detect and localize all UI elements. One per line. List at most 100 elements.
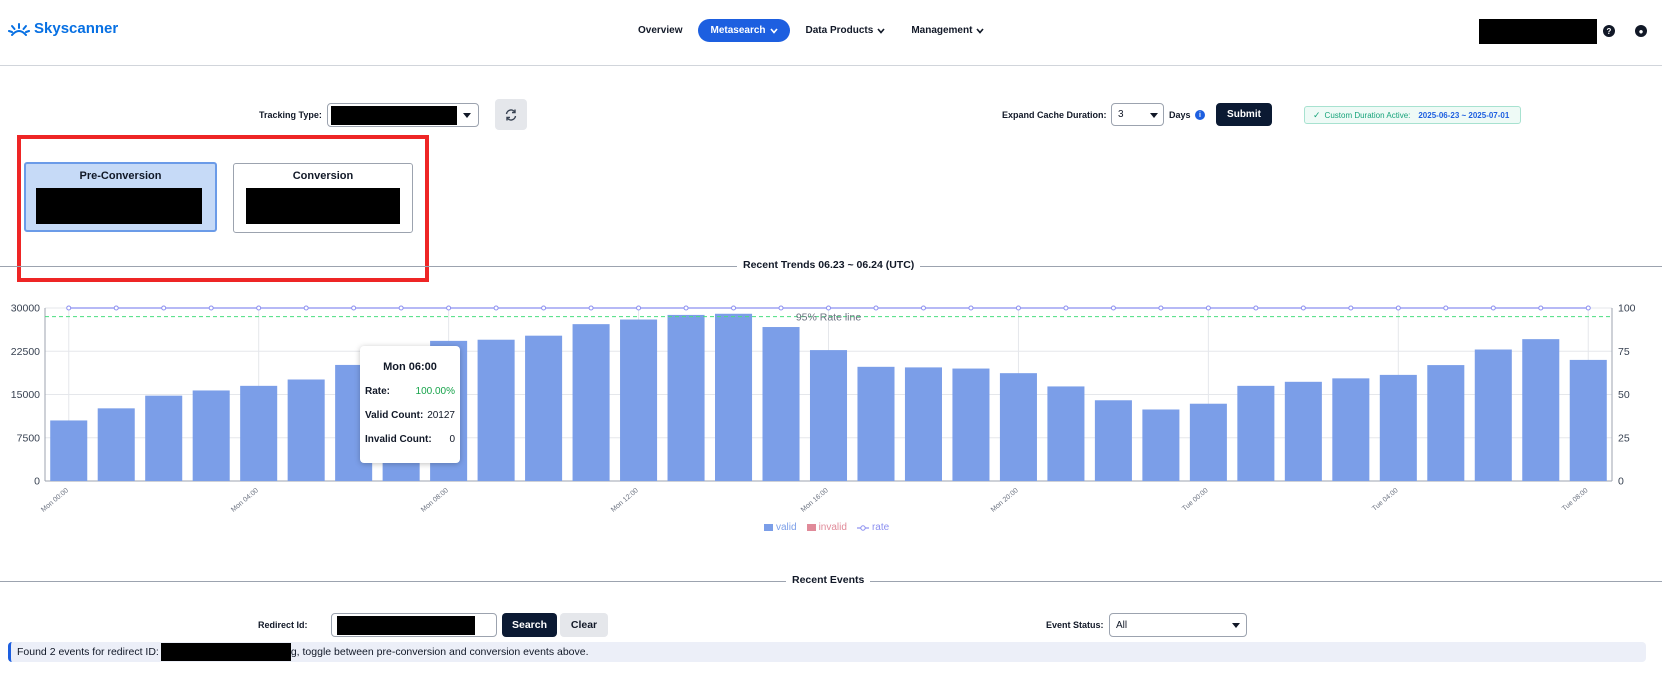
chevron-down-icon (769, 27, 778, 34)
expand-cache-label: Expand Cache Duration: (1002, 110, 1107, 120)
legend-rate-swatch (856, 524, 869, 531)
cache-duration-badge: ✓ Custom Duration Active: 2025-06-23 ~ 2… (1304, 106, 1521, 124)
check-icon: ✓ (1313, 109, 1321, 120)
y-right-tick-label: 100 (1618, 303, 1636, 315)
bar-valid (999, 373, 1037, 481)
legend-valid-label: valid (776, 522, 797, 533)
y-right-tick-label: 75 (1618, 346, 1630, 358)
pre-conversion-title: Pre-Conversion (79, 170, 162, 182)
rate-point (446, 305, 452, 311)
tooltip-rate-label: Rate: (365, 386, 391, 397)
bar-valid (477, 339, 515, 481)
bar-valid (572, 324, 610, 481)
nav-metasearch-label: Metasearch (710, 25, 766, 36)
rate-point (1538, 305, 1544, 311)
rate-point (113, 305, 119, 311)
x-tick-label: Mon 20:00 (990, 487, 1020, 514)
bar-valid (1332, 378, 1370, 481)
rate-point (1205, 305, 1211, 311)
y-left-tick-label: 22500 (11, 346, 40, 358)
rate-point (1158, 305, 1164, 311)
y-right-tick-label: 50 (1618, 389, 1630, 401)
bar-valid (1284, 381, 1322, 481)
tooltip-title: Mon 06:00 (383, 361, 437, 373)
redacted-account-name (1479, 19, 1597, 44)
nav-data-products[interactable]: Data Products (796, 19, 896, 42)
bar-valid (1569, 359, 1607, 481)
events-notice: Found 2 events for redirect ID: g, toggl… (8, 642, 1646, 662)
refresh-button[interactable] (495, 99, 527, 130)
trends-title: Recent Trends 06.23 ~ 06.24 (UTC) (737, 259, 921, 271)
cache-days-select[interactable]: 3 (1111, 103, 1164, 126)
bar-valid (904, 367, 942, 481)
y-left-tick-label: 0 (34, 476, 40, 488)
x-tick-label: Mon 16:00 (800, 487, 830, 514)
x-tick-label: Mon 04:00 (230, 487, 260, 514)
redirect-id-label: Redirect Id: (258, 620, 308, 630)
rate-point (1490, 305, 1496, 311)
clear-button[interactable]: Clear (560, 613, 608, 637)
rate-point (920, 305, 926, 311)
bar-valid (97, 408, 135, 481)
redacted-redirect-id (337, 616, 475, 635)
bar-valid (145, 395, 183, 481)
legend-invalid[interactable]: invalid (806, 522, 847, 533)
event-status-select[interactable]: All (1109, 613, 1247, 637)
help-icon[interactable]: ? (1603, 25, 1615, 37)
chart-tooltip: Mon 06:00 Rate: 100.00% Valid Count: 201… (360, 346, 460, 463)
bar-valid (240, 385, 278, 481)
legend-rate[interactable]: rate (856, 522, 889, 533)
nav-data-products-label: Data Products (805, 25, 874, 36)
nav-overview[interactable]: Overview (628, 19, 692, 42)
rate-point (1015, 305, 1021, 311)
rate-point (256, 305, 262, 311)
legend-invalid-label: invalid (818, 522, 847, 533)
nav-metasearch[interactable]: Metasearch (698, 19, 790, 42)
brand-name: Skyscanner (34, 20, 119, 37)
bar-valid (715, 313, 753, 481)
redacted-tracking-type (331, 106, 457, 125)
legend-valid-swatch (764, 524, 773, 531)
user-icon[interactable]: ● (1635, 25, 1647, 37)
bar-valid (1379, 374, 1417, 481)
top-navbar: Skyscanner Overview Metasearch Data Prod… (0, 0, 1662, 66)
conversion-card[interactable]: Conversion (233, 163, 413, 233)
brand-logo[interactable]: Skyscanner (8, 20, 118, 37)
x-tick-label: Mon 00:00 (40, 487, 70, 514)
bar-valid (1427, 365, 1465, 481)
legend-valid[interactable]: valid (764, 522, 797, 533)
legend-invalid-swatch (806, 524, 816, 531)
tooltip-rate-value: 100.00% (415, 386, 455, 397)
nav-management[interactable]: Management (901, 19, 994, 42)
redacted-notice-id (160, 643, 291, 661)
info-icon[interactable]: i (1195, 110, 1205, 120)
rate-point (968, 305, 974, 311)
tooltip-valid-label: Valid Count: (365, 410, 424, 421)
rate-point (161, 305, 167, 311)
event-status-value: All (1116, 620, 1128, 631)
bar-valid (192, 390, 230, 481)
reference-line-label: 95% Rate line (796, 312, 862, 324)
tracking-type-select[interactable] (327, 103, 479, 127)
rate-point (303, 305, 309, 311)
bar-valid (287, 379, 325, 481)
y-right-tick-label: 25 (1618, 432, 1630, 444)
x-tick-label: Mon 12:00 (610, 487, 640, 514)
rate-point (541, 305, 547, 311)
tooltip-invalid-row: Invalid Count: 0 (365, 434, 455, 445)
redirect-id-input[interactable] (331, 613, 497, 637)
nav-overview-label: Overview (638, 25, 683, 36)
rate-point (1300, 305, 1306, 311)
notice-prefix: Found 2 events for redirect ID: (17, 646, 159, 658)
pre-conversion-card[interactable]: Pre-Conversion (24, 162, 217, 232)
chevron-down-icon (976, 27, 985, 34)
y-right-tick-label: 0 (1618, 476, 1624, 488)
submit-button[interactable]: Submit (1216, 103, 1272, 126)
bar-valid (809, 350, 848, 481)
bar-valid (667, 314, 705, 481)
rate-point (731, 305, 737, 311)
rate-point (493, 305, 499, 311)
search-button[interactable]: Search (502, 613, 557, 637)
events-title: Recent Events (786, 574, 871, 586)
bar-valid (762, 327, 800, 481)
